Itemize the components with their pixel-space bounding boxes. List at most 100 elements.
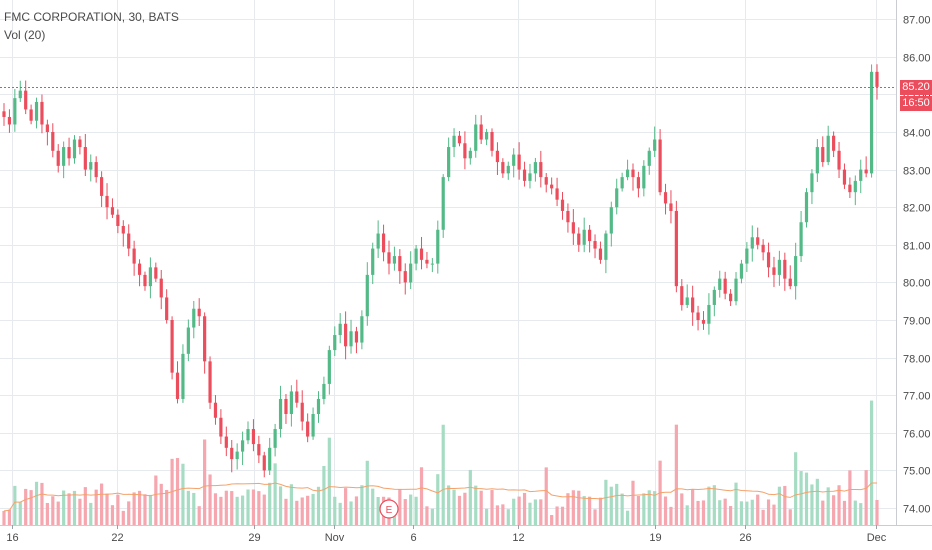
volume-bar [398,489,402,525]
volume-bar [696,500,700,525]
volume-bar [501,504,505,525]
candle-body [663,192,668,204]
candle-body [522,169,527,181]
candle-body [262,455,266,471]
time-tick-label: 19 [649,532,661,544]
volume-bar [685,505,689,525]
volume-bar [360,485,364,525]
candle-body [246,429,250,441]
candle-body [528,173,532,181]
volume-bar [745,501,749,525]
volume-bar [45,502,49,525]
volume-bar [642,493,646,525]
candle-body [29,109,33,121]
volume-bar [468,469,472,525]
candle-body [642,165,646,189]
candle-body [235,451,239,460]
candle-body [72,139,77,159]
candle-body [669,203,673,211]
candle-body [484,132,489,140]
candle-body [289,391,293,414]
candle-body [322,383,326,399]
candle-body [680,286,684,305]
volume-bar [653,491,657,525]
volume-bar [436,474,440,525]
volume-bar [663,496,668,525]
volume-bar [712,485,716,525]
volume-bar [414,496,418,525]
candle-body [848,184,852,193]
candle-body [658,139,662,193]
volume-bar [826,487,830,525]
candle-body [783,259,787,279]
candle-body [127,233,131,249]
candle-body [24,90,28,110]
volume-bar [669,506,673,525]
volume-bar [354,496,359,525]
candle-body [728,293,733,302]
candle-body [869,71,874,174]
candle-body [810,173,814,193]
volume-bar [766,499,771,525]
candle-body [566,210,570,223]
candle-body [230,447,234,460]
candle-body [251,429,256,445]
candle-body [761,244,765,253]
volume-bar [40,482,44,525]
candle-body [701,320,706,324]
candle-body [560,199,565,211]
candle-body [598,248,603,260]
candle-body [821,147,825,163]
earnings-event-marker[interactable]: E [379,499,399,519]
volume-bar [728,506,733,525]
time-tick-label: 26 [739,532,751,544]
volume-indicator-title[interactable]: Vol (20) [4,28,46,42]
volume-bar [344,488,348,525]
candle-body [474,124,478,151]
volume-bar [495,505,500,525]
volume-bar [29,490,33,525]
candle-body [143,274,147,287]
candle-body [2,111,6,117]
volume-bar [295,500,299,525]
time-tick-label: 29 [248,532,260,544]
candle-body [365,274,369,317]
volume-bar [327,437,331,525]
volume-bar [577,490,581,525]
volume-bar [349,501,353,525]
candle-body [414,248,418,264]
volume-bars [2,400,879,525]
candle-body [203,316,207,362]
candle-body [468,150,472,159]
price-tick-label: 83.00 [903,166,931,178]
candle-body [409,263,413,283]
candle-body [306,421,310,437]
volume-bar [560,506,565,525]
candle-body [512,154,516,166]
volume-ma-line [3,482,877,512]
volume-bar [311,493,315,525]
candle-body [165,297,169,320]
volume-bar [463,492,467,525]
candle-body [34,101,39,121]
volume-bar [734,482,738,525]
candle-body [604,233,608,260]
candle-body [501,162,505,174]
candle-body [447,147,451,178]
volume-bar [165,489,169,525]
volume-bar [647,490,651,525]
volume-bar [430,508,434,525]
volume-bar [723,498,727,525]
candle-body [430,263,434,265]
volume-bar [137,490,142,525]
symbol-title[interactable]: FMC CORPORATION, 30, BATS [4,10,179,24]
volume-bar [506,509,510,525]
candle-body [718,278,722,290]
candle-body [691,297,695,313]
candle-body [832,135,836,151]
volume-bar [409,494,413,525]
candle-body [750,237,754,249]
candle-body [159,278,163,298]
volume-bar [219,496,223,525]
